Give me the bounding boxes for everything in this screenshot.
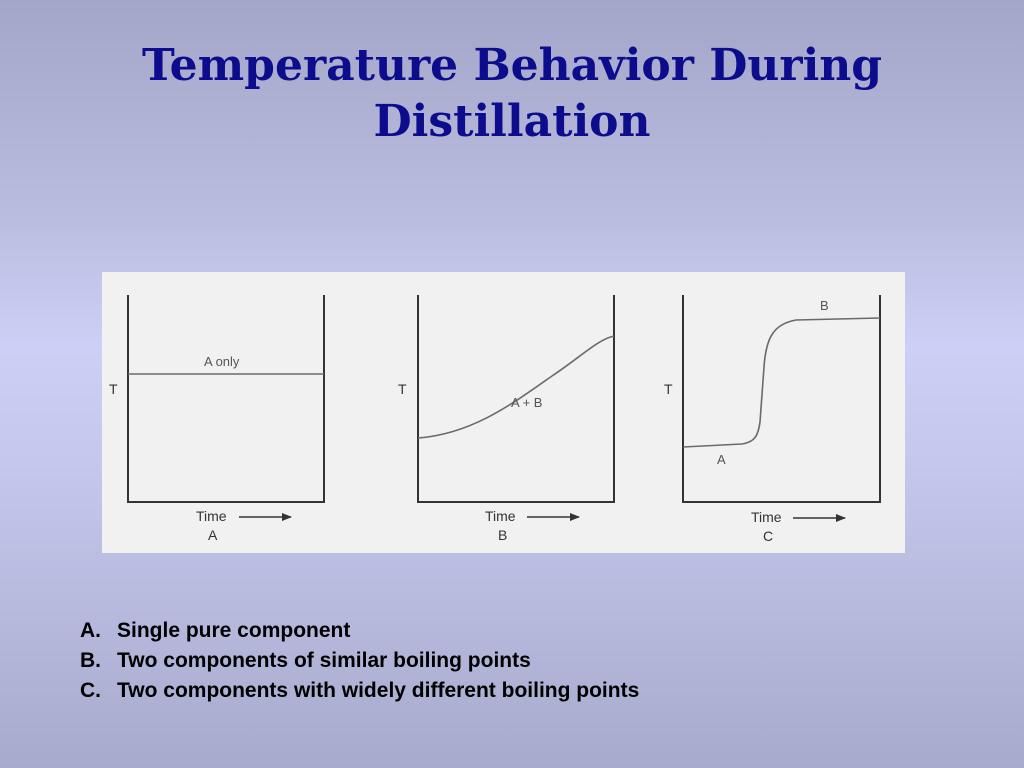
- panel-c-letter: C: [763, 528, 773, 544]
- legend-list: A. Single pure component B. Two components…: [80, 616, 639, 706]
- legend-letter-a: A.: [80, 619, 101, 642]
- panel-a-y-axis-label: T: [109, 381, 118, 397]
- legend-letter-b: B.: [80, 649, 101, 672]
- panel-b: A + B T Time B: [398, 295, 615, 543]
- panel-b-curve-label: A + B: [511, 395, 542, 410]
- panel-c-curve-label-a: A: [717, 452, 726, 467]
- panel-a: A only T Time A: [109, 295, 325, 543]
- legend-text-b: Two components of similar boiling points: [117, 649, 531, 672]
- panel-c-y-axis-label: T: [664, 381, 673, 397]
- slide-title: Temperature Behavior During Distillation: [0, 38, 1024, 150]
- panel-c: A B T Time C: [664, 295, 881, 544]
- panel-a-curve-label: A only: [204, 354, 240, 369]
- panel-c-axes: [682, 295, 881, 503]
- panel-b-axes: [417, 295, 615, 503]
- panel-a-x-axis-label: Time: [196, 508, 227, 524]
- panel-c-curve: [682, 317, 881, 448]
- slide-title-line-2: Distillation: [373, 96, 651, 147]
- legend-text-c: Two components with widely different boi…: [117, 679, 640, 702]
- panel-b-y-axis-label: T: [398, 381, 407, 397]
- panel-a-axes: [127, 295, 325, 503]
- legend-letter-c: C.: [80, 679, 101, 702]
- legend-item-c: C. Two components with widely different b…: [80, 676, 639, 706]
- panel-c-x-axis-label: Time: [751, 509, 782, 525]
- panel-b-curve: [417, 335, 615, 439]
- legend-item-b: B. Two components of similar boiling poin…: [80, 646, 639, 676]
- panel-a-letter: A: [208, 527, 218, 543]
- panel-b-letter: B: [498, 527, 507, 543]
- legend-text-a: Single pure component: [117, 619, 351, 642]
- legend-item-a: A. Single pure component: [80, 616, 639, 646]
- distillation-figure: A only T Time A A + B T Time B A B T Tim…: [102, 272, 905, 553]
- distillation-diagram: A only T Time A A + B T Time B A B T Tim…: [109, 295, 881, 544]
- panel-b-x-axis-label: Time: [485, 508, 516, 524]
- panel-c-curve-label-b: B: [820, 298, 829, 313]
- slide-title-line-1: Temperature Behavior During: [141, 40, 883, 91]
